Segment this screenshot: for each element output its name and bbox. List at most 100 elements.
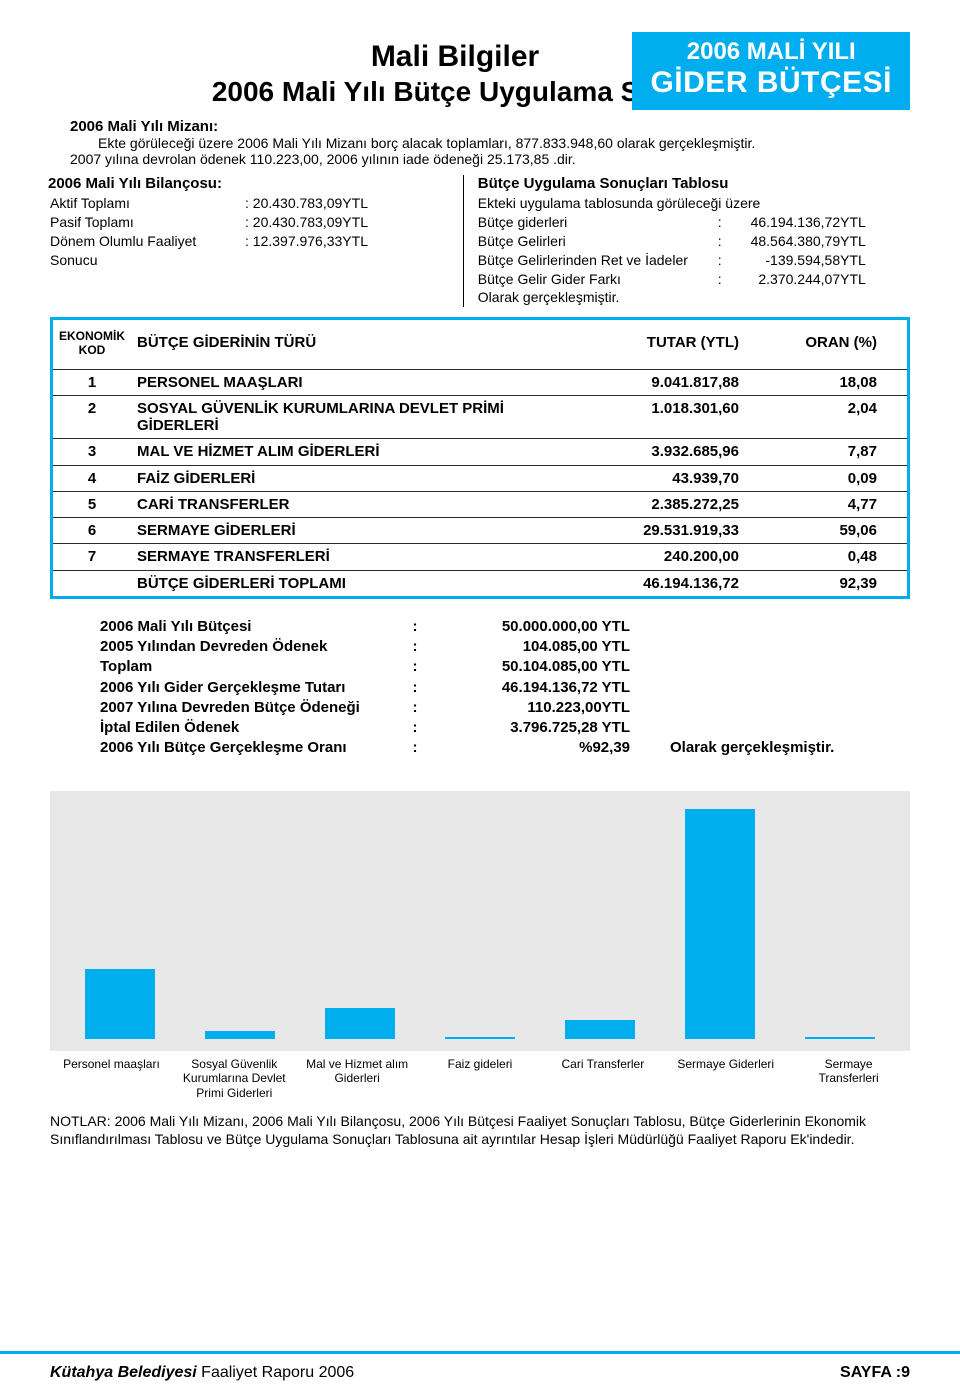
td-tutar: 46.194.136,72 [557,571,757,596]
bilanco-row: Aktif Toplamı: 20.430.783,09YTL [50,194,453,213]
bilanco-row: Pasif Toplamı: 20.430.783,09YTL [50,213,453,232]
summary-k: 2007 Yılına Devreden Bütçe Ödeneği [100,698,400,718]
td-tutar: 9.041.817,88 [557,370,757,395]
summary-row: İptal Edilen Ödenek:3.796.725,28 YTL [100,718,910,738]
bar-label: Cari Transferler [547,1057,658,1100]
badge: 2006 MALİ YILI GİDER BÜTÇESİ [632,32,910,110]
header: 2006 MALİ YILI GİDER BÜTÇESİ Mali Bilgil… [50,40,910,108]
td-kod: 4 [53,466,131,491]
chart [50,791,910,1051]
summary-row: Toplam:50.104.085,00 YTL [100,657,910,677]
sonuc-tail: Olarak gerçekleşmiştir. [478,288,910,307]
td-oran: 0,09 [757,466,907,491]
bilanco-v: : 20.430.783,09YTL [245,194,368,213]
bar-col [316,1008,404,1039]
bilanco-k: Aktif Toplamı [50,194,245,213]
bar [445,1037,515,1039]
td-tur: PERSONEL MAAŞLARI [131,370,557,395]
table-row: 2SOSYAL GÜVENLİK KURUMLARINA DEVLET PRİM… [53,395,907,439]
summary-v: 3.796.725,28 YTL [430,718,630,738]
bar-label: Sermaye Transferleri [793,1057,904,1100]
td-oran: 2,04 [757,396,907,439]
summary-v: 46.194.136,72 YTL [430,678,630,698]
bar-label: Sosyal Güvenlik Kurumlarına Devlet Primi… [179,1057,290,1100]
sonuc-v: -139.594,58YTL [736,251,866,270]
td-oran: 92,39 [757,571,907,596]
td-tutar: 1.018.301,60 [557,396,757,439]
summary: 2006 Mali Yılı Bütçesi:50.000.000,00 YTL… [100,617,910,759]
td-tutar: 240.200,00 [557,544,757,569]
summary-k: 2006 Yılı Bütçe Gerçekleşme Oranı [100,738,400,758]
td-oran: 4,77 [757,492,907,517]
summary-row: 2007 Yılına Devreden Bütçe Ödeneği:110.2… [100,698,910,718]
sonuc-row: Bütçe giderleri:46.194.136,72YTL [478,213,910,232]
sonuc-k: Bütçe giderleri [478,213,718,232]
bar-label: Faiz gideleri [425,1057,536,1100]
td-kod: 7 [53,544,131,569]
sonuc-k: Bütçe Gelirleri [478,232,718,251]
sonuc-k: Bütçe Gelirlerinden Ret ve İadeler [478,251,718,270]
bar-label: Personel maaşları [56,1057,167,1100]
summary-k: 2006 Mali Yılı Bütçesi [100,617,400,637]
table-row: 6SERMAYE GİDERLERİ29.531.919,3359,06 [53,517,907,543]
table-row: BÜTÇE GİDERLERİ TOPLAMI46.194.136,7292,3… [53,570,907,596]
sonuc-row: Bütçe Gelirleri:48.564.380,79YTL [478,232,910,251]
bar-col [676,809,764,1039]
td-kod: 6 [53,518,131,543]
summary-v: %92,39 [430,738,630,758]
two-col: 2006 Mali Yılı Bilançosu: Aktif Toplamı:… [50,175,910,307]
bilanco-v: : 12.397.976,33YTL [245,232,368,270]
sonuc-v: 2.370.244,07YTL [736,270,866,289]
intro-p1: Ekte görüleceği üzere 2006 Mali Yılı Miz… [70,135,910,151]
td-kod [53,571,131,596]
bar-label: Mal ve Hizmet alım Giderleri [302,1057,413,1100]
bar-col [796,1037,884,1039]
td-tutar: 2.385.272,25 [557,492,757,517]
td-oran: 7,87 [757,439,907,464]
table-row: 1PERSONEL MAAŞLARI9.041.817,8818,08 [53,369,907,395]
sonuc-v: 48.564.380,79YTL [736,232,866,251]
td-tur: SERMAYE GİDERLERİ [131,518,557,543]
bar [805,1037,875,1039]
bar [325,1008,395,1039]
table-row: 7SERMAYE TRANSFERLERİ240.200,000,48 [53,543,907,569]
sonuc-row: Bütçe Gelir Gider Farkı:2.370.244,07YTL [478,270,910,289]
bilanco-title: 2006 Mali Yılı Bilançosu: [48,175,453,192]
budget-table: EKONOMİK KOD BÜTÇE GİDERİNİN TÜRÜ TUTAR … [50,317,910,599]
summary-row: 2006 Mali Yılı Bütçesi:50.000.000,00 YTL [100,617,910,637]
table-head: EKONOMİK KOD BÜTÇE GİDERİNİN TÜRÜ TUTAR … [53,320,907,368]
footer: Kütahya Belediyesi Faaliyet Raporu 2006 … [0,1351,960,1398]
intro-h1: 2006 Mali Yılı Mizanı: [70,118,910,135]
table-row: 4FAİZ GİDERLERİ43.939,700,09 [53,465,907,491]
summary-k: Toplam [100,657,400,677]
th-tur: BÜTÇE GİDERİNİN TÜRÜ [131,326,557,360]
td-tur: SOSYAL GÜVENLİK KURUMLARINA DEVLET PRİMİ… [131,396,557,439]
summary-v: 104.085,00 YTL [430,637,630,657]
intro-p2: 2007 yılına devrolan ödenek 110.223,00, … [70,151,910,167]
td-kod: 3 [53,439,131,464]
sonuc: Bütçe Uygulama Sonuçları Tablosu Ekteki … [463,175,910,307]
summary-row: 2005 Yılından Devreden Ödenek:104.085,00… [100,637,910,657]
bar-col [556,1020,644,1039]
sonuc-v: 46.194.136,72YTL [736,213,866,232]
td-tutar: 43.939,70 [557,466,757,491]
bar [85,969,155,1039]
td-kod: 1 [53,370,131,395]
bar [685,809,755,1039]
bilanco-k: Pasif Toplamı [50,213,245,232]
td-tur: SERMAYE TRANSFERLERİ [131,544,557,569]
summary-v: 50.104.085,00 YTL [430,657,630,677]
sonuc-title: Bütçe Uygulama Sonuçları Tablosu [478,175,910,192]
sonuc-k: Bütçe Gelir Gider Farkı [478,270,718,289]
footer-left: Kütahya Belediyesi Faaliyet Raporu 2006 [50,1364,354,1382]
td-tur: MAL VE HİZMET ALIM GİDERLERİ [131,439,557,464]
bilanco-k: Dönem Olumlu Faaliyet Sonucu [50,232,245,270]
bar-col [196,1031,284,1039]
sonuc-lead: Ekteki uygulama tablosunda görüleceği üz… [478,194,910,213]
td-tur: BÜTÇE GİDERLERİ TOPLAMI [131,571,557,596]
summary-k: İptal Edilen Ödenek [100,718,400,738]
intro: 2006 Mali Yılı Mizanı: Ekte görüleceği ü… [70,118,910,167]
bar-label: Sermaye Giderleri [670,1057,781,1100]
sonuc-row: Bütçe Gelirlerinden Ret ve İadeler:-139.… [478,251,910,270]
footer-page: SAYFA :9 [840,1364,910,1381]
